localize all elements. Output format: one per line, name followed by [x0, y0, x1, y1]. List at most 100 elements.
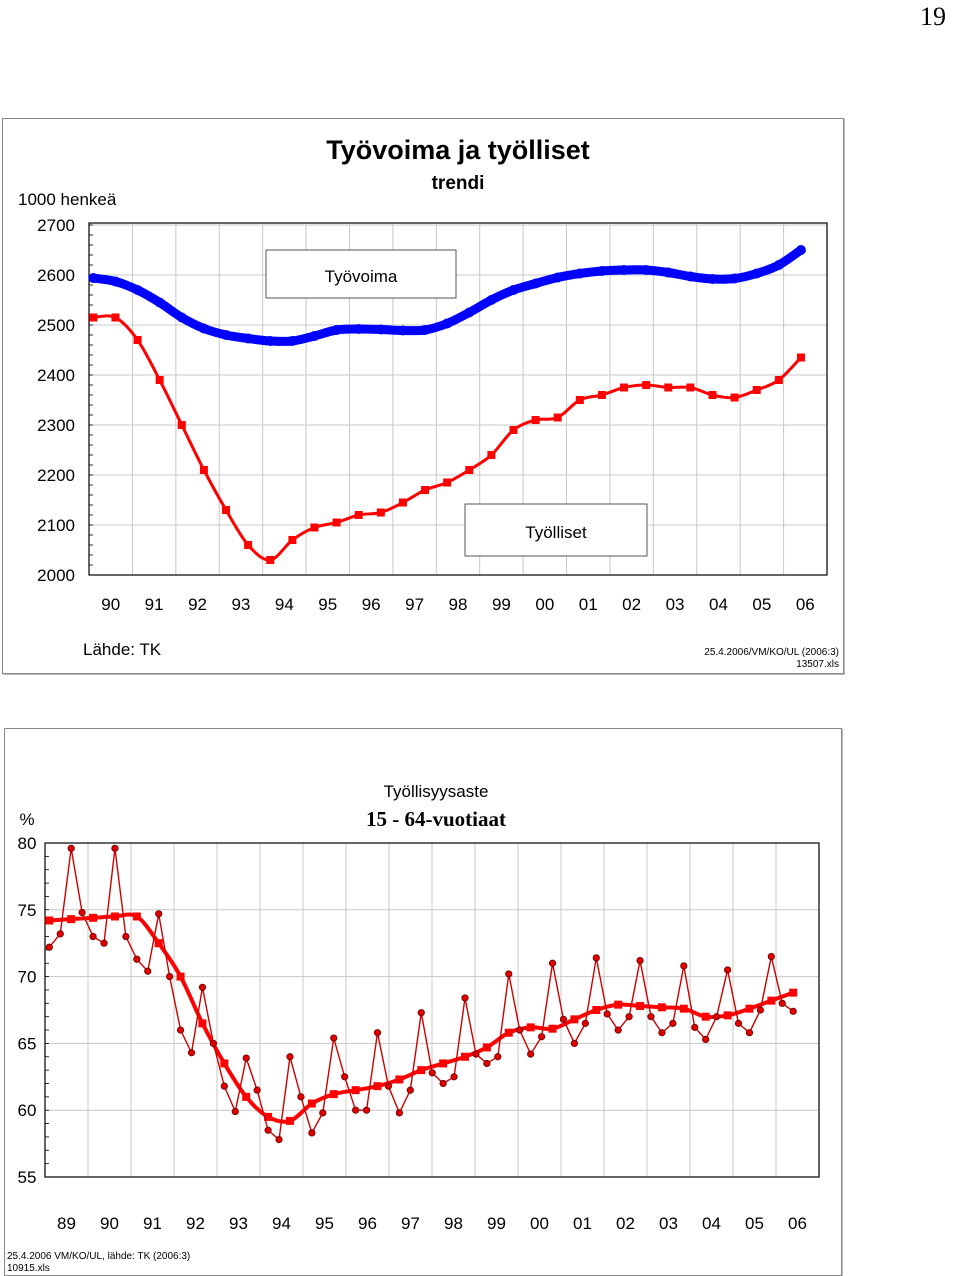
data-point-monthly [253, 1086, 261, 1094]
data-point-monthly [384, 1082, 393, 1090]
footnote-line2: 13507.xls [796, 659, 839, 670]
data-point-tyolliset [266, 556, 275, 564]
plot-area [88, 222, 828, 576]
data-point-tyolliset [310, 523, 319, 532]
x-tick-labels: 89 90 91 92 93 94 95 96 97 98 99 00 01 02 03 04 05 06 [57, 1214, 807, 1233]
data-point-monthly [713, 1013, 721, 1021]
data-point-monthly [527, 1050, 535, 1058]
data-point-monthly [286, 1053, 294, 1061]
y-tick-label: 80 [18, 834, 37, 853]
data-point-monthly [581, 1019, 589, 1027]
data-point-monthly [308, 1129, 316, 1137]
y-tick-label: 2000 [37, 566, 75, 585]
y-tick-label: 55 [18, 1168, 37, 1187]
data-point-monthly [56, 930, 64, 938]
data-point-trend [679, 1004, 688, 1013]
data-point-monthly [352, 1106, 360, 1114]
data-point-trend [220, 1059, 229, 1068]
series-line-monthly [48, 848, 794, 1141]
data-point-tyolliset [199, 466, 208, 474]
grid [45, 842, 819, 1178]
data-point-trend [548, 1024, 557, 1033]
data-point-tyovoima [420, 325, 431, 335]
x-tick-label: 00 [530, 1214, 549, 1233]
data-point-monthly [319, 1109, 327, 1117]
data-point-monthly [461, 994, 469, 1002]
data-point-monthly [78, 908, 86, 917]
series-layer [45, 844, 798, 1144]
data-point-trend [89, 913, 98, 922]
data-point-trend [351, 1086, 360, 1095]
x-tick-label: 06 [796, 595, 815, 614]
data-point-tyolliset [730, 393, 739, 402]
x-tick-label: 97 [405, 595, 424, 614]
data-point-monthly [144, 967, 152, 975]
data-point-monthly [669, 1019, 677, 1027]
labour-force-chart-panel: Työvoima ja työlliset trendi 1000 henkeä… [2, 118, 844, 674]
plot-area [44, 842, 820, 1178]
data-point-tyovoima [729, 273, 740, 284]
data-point-monthly [275, 1135, 283, 1144]
data-point-monthly [450, 1073, 458, 1081]
data-point-tyovoima [685, 271, 696, 282]
data-point-tyovoima [331, 325, 342, 335]
x-tick-label: 99 [492, 595, 511, 614]
data-point-trend [45, 916, 54, 925]
data-point-trend [154, 939, 163, 948]
data-point-tyovoima [663, 267, 674, 278]
x-tick-label: 91 [145, 595, 164, 614]
data-point-trend [570, 1015, 579, 1024]
data-point-tyovoima [596, 266, 607, 276]
data-point-tyovoima [707, 274, 718, 284]
footnote-line1: 25.4.2006/VM/KO/UL (2006:3) [704, 647, 839, 658]
y-tick-label: 2300 [37, 416, 75, 435]
data-point-trend [176, 972, 185, 981]
data-point-monthly [559, 1015, 568, 1023]
data-point-tyovoima [795, 245, 806, 255]
data-point-tyolliset [642, 381, 651, 389]
data-point-monthly [603, 1010, 611, 1018]
data-point-monthly [767, 952, 775, 961]
data-point-monthly [89, 932, 97, 941]
data-point-tyovoima [552, 272, 563, 283]
data-point-monthly [680, 962, 688, 970]
series-line-tyolliset [93, 314, 803, 562]
data-point-trend [417, 1066, 426, 1075]
series-label-tyovoima: Työvoima [325, 267, 398, 286]
y-tick-label: 75 [18, 901, 37, 920]
y-tick-label: 70 [18, 968, 37, 987]
data-point-tyovoima [287, 336, 298, 346]
data-point-monthly [362, 1106, 371, 1114]
data-point-tyolliset [89, 313, 98, 322]
data-point-tyolliset [177, 421, 186, 429]
data-point-tyovoima [265, 336, 276, 346]
x-tick-label: 05 [745, 1214, 764, 1233]
x-tick-label: 90 [100, 1214, 119, 1233]
data-point-tyovoima [243, 333, 254, 344]
data-point-trend [789, 988, 798, 997]
data-point-tyolliset [575, 396, 584, 404]
employment-rate-chart: Työllisyysaste 15 - 64-vuotiaat % 80 75 70… [7, 782, 820, 1274]
data-point-monthly [439, 1079, 447, 1088]
data-point-tyovoima [221, 330, 232, 340]
x-tick-label: 01 [579, 595, 598, 614]
data-point-monthly [537, 1033, 546, 1041]
data-point-tyovoima [508, 285, 519, 295]
data-point-trend [264, 1112, 273, 1121]
x-tick-label: 06 [788, 1214, 807, 1233]
data-point-monthly [122, 932, 130, 941]
data-point-monthly [494, 1053, 502, 1061]
data-point-monthly [691, 1023, 699, 1031]
data-point-trend [636, 1001, 645, 1010]
data-point-tyolliset [421, 486, 430, 494]
x-tick-label: 95 [318, 595, 337, 614]
data-point-trend [767, 996, 776, 1005]
data-point-monthly [209, 1039, 217, 1047]
data-point-tyolliset [752, 386, 761, 394]
page-number: 19 [920, 2, 946, 31]
data-point-trend [592, 1006, 601, 1014]
data-point-monthly [67, 844, 75, 852]
x-tick-label: 91 [143, 1214, 162, 1233]
x-tick-label: 05 [752, 595, 771, 614]
data-point-tyolliset [664, 383, 673, 392]
